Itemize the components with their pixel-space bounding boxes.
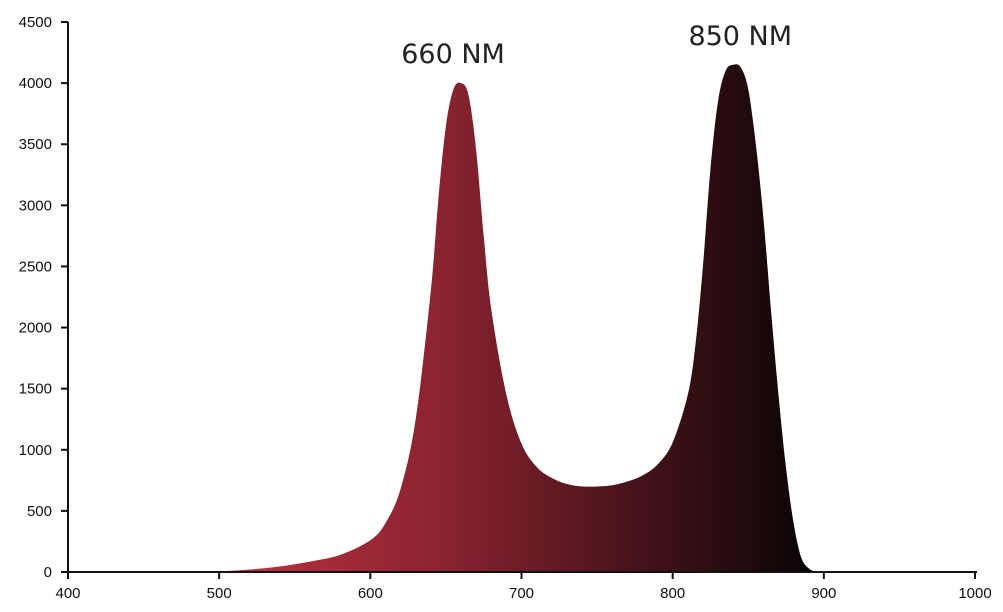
x-tick-label: 800	[660, 585, 685, 602]
spectrum-area	[68, 64, 817, 572]
x-tick-label: 1000	[958, 585, 991, 602]
y-tick-label: 1500	[19, 381, 52, 398]
x-tick-label: 700	[509, 585, 534, 602]
x-tick-label: 400	[55, 585, 80, 602]
x-axis-ticks: 400 500 600 700 800 900 1000	[55, 572, 992, 602]
y-tick-label: 3500	[19, 136, 52, 153]
x-tick-label: 600	[358, 585, 383, 602]
y-tick-label: 3000	[19, 197, 52, 214]
peak-annotations: 660 NM 850 NM	[401, 21, 792, 70]
peak-label: 850 NM	[688, 21, 792, 52]
peak-label: 660 NM	[401, 39, 505, 70]
y-tick-label: 4500	[19, 14, 52, 31]
spectrum-area-layer	[68, 64, 817, 572]
y-tick-label: 1000	[19, 442, 52, 459]
x-tick-label: 900	[811, 585, 836, 602]
y-tick-label: 4000	[19, 75, 52, 92]
y-tick-label: 500	[27, 503, 52, 520]
y-tick-label: 2500	[19, 258, 52, 275]
y-tick-label: 2000	[19, 320, 52, 337]
y-tick-label: 0	[44, 564, 52, 581]
y-axis-ticks: 0 500 1000 1500 2000 2500 3000 3500 4000 4500	[19, 14, 68, 581]
x-tick-label: 500	[207, 585, 232, 602]
